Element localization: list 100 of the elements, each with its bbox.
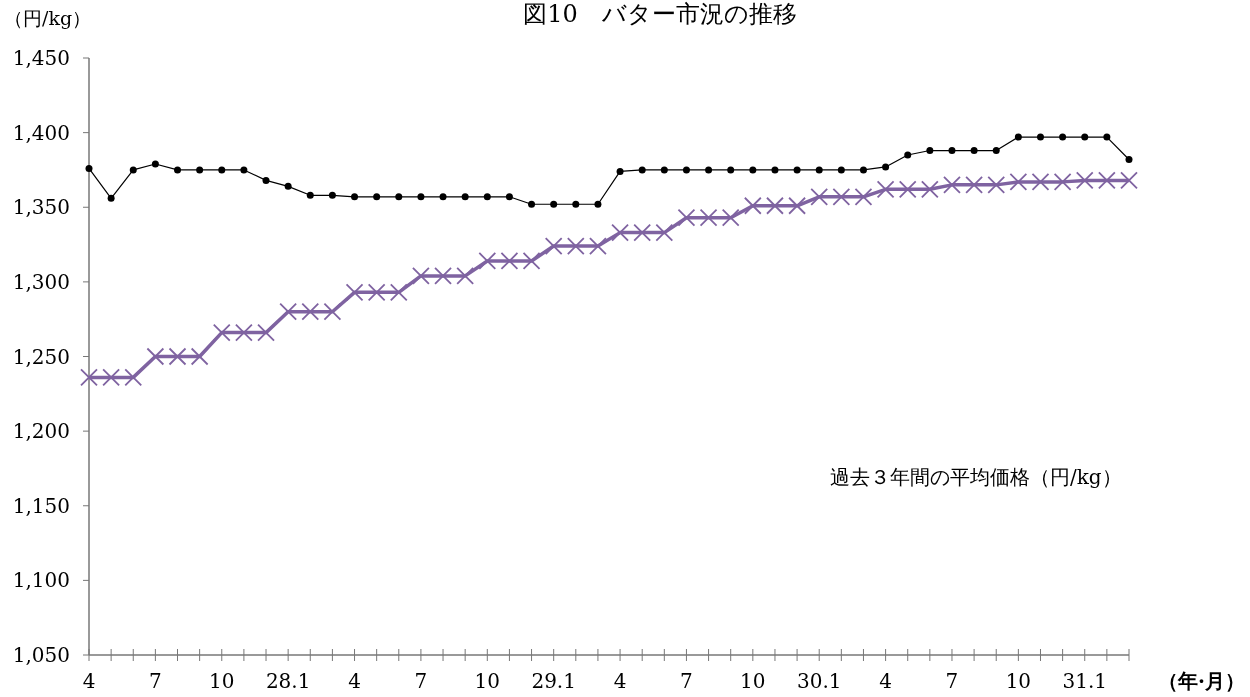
point: [904, 151, 912, 159]
x-tick-label: 7: [945, 669, 959, 693]
point: [660, 166, 668, 174]
point: [987, 175, 1006, 194]
point: [810, 187, 829, 206]
point: [721, 208, 740, 227]
point: [743, 196, 762, 215]
y-tick-label: 1,400: [12, 120, 70, 145]
point: [633, 223, 652, 242]
point: [434, 267, 452, 285]
point: [212, 323, 231, 342]
point: [1103, 133, 1111, 141]
point: [1053, 172, 1072, 191]
point: [345, 283, 364, 302]
point: [1075, 171, 1094, 190]
point: [655, 223, 674, 242]
point: [323, 302, 342, 321]
x-tick-label: 10: [740, 669, 766, 693]
x-tick-label: 10: [1005, 669, 1032, 693]
y-tick-label: 1,150: [12, 493, 70, 518]
point: [876, 180, 895, 199]
point: [1120, 171, 1138, 190]
point: [146, 347, 165, 366]
point: [638, 166, 646, 174]
x-tick-label: 7: [680, 669, 693, 693]
point: [705, 166, 713, 174]
x-tick-label: 31.1: [1062, 669, 1108, 693]
x-tick-label: 28.1: [265, 669, 311, 693]
point: [218, 166, 226, 174]
x-tick-label: 7: [149, 669, 162, 693]
point: [240, 166, 248, 174]
point: [129, 166, 137, 174]
point: [594, 200, 602, 208]
point: [262, 176, 270, 184]
chart-title: 図10 バター市況の推移: [523, 0, 797, 28]
point: [771, 166, 779, 174]
point: [389, 283, 408, 302]
point: [279, 302, 298, 321]
x-tick-label: 4: [82, 669, 96, 693]
point: [483, 193, 491, 201]
point: [572, 200, 580, 208]
y-tick-label: 1,100: [12, 568, 70, 593]
point: [1036, 133, 1044, 141]
point: [898, 180, 917, 199]
y-axis-title: （円/kg）: [4, 7, 92, 29]
point: [234, 323, 253, 342]
point: [920, 180, 939, 199]
point: [439, 193, 447, 201]
point: [478, 252, 497, 270]
point: [151, 160, 159, 168]
point: [749, 166, 757, 174]
y-tick-label: 1,300: [12, 269, 70, 294]
point: [461, 193, 469, 201]
annotation: 過去３年間の平均価格（円/kg）: [830, 465, 1122, 489]
point: [1009, 172, 1028, 191]
point: [505, 193, 513, 201]
point: [1059, 133, 1067, 141]
point: [550, 200, 558, 208]
point: [992, 147, 1000, 155]
point: [616, 167, 624, 175]
point: [699, 208, 718, 227]
point: [965, 175, 984, 194]
point: [412, 267, 430, 285]
point: [926, 147, 934, 155]
point: [80, 368, 98, 387]
point: [766, 196, 784, 215]
point: [859, 166, 867, 174]
point: [174, 166, 182, 174]
point: [943, 175, 961, 194]
point: [528, 200, 536, 208]
point: [854, 187, 873, 206]
point: [1097, 171, 1116, 190]
point: [417, 193, 425, 201]
point: [948, 147, 956, 155]
point: [124, 368, 143, 387]
point: [566, 237, 585, 255]
point: [1125, 155, 1133, 163]
x-tick-label: 29.1: [531, 669, 576, 693]
y-tick-label: 1,250: [12, 344, 70, 369]
x-tick-label: 10: [474, 669, 501, 693]
point: [788, 196, 806, 215]
point: [727, 166, 735, 174]
point: [367, 283, 386, 302]
point: [815, 166, 823, 174]
point: [544, 237, 563, 255]
point: [793, 166, 801, 174]
y-tick-label: 1,050: [12, 643, 70, 667]
point: [970, 147, 978, 155]
x-tick-label: 30.1: [796, 669, 842, 693]
point: [832, 187, 851, 206]
point: [611, 223, 629, 242]
point: [682, 166, 690, 174]
point: [301, 302, 320, 321]
point: [85, 164, 93, 172]
point: [257, 323, 275, 342]
point: [837, 166, 845, 174]
point: [196, 166, 204, 174]
x-tick-label: 4: [879, 669, 892, 693]
point: [168, 347, 187, 366]
x-tick-label: 7: [414, 669, 428, 693]
